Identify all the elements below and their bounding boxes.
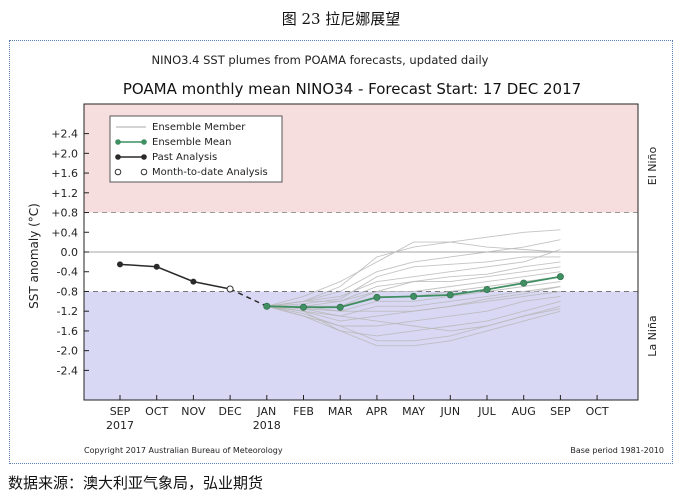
x-tick-label: MAR	[328, 405, 353, 418]
legend-mean-label: Ensemble Mean	[152, 137, 231, 148]
legend-past-marker-right	[141, 154, 147, 160]
la-nina-band	[84, 291, 638, 400]
y-tick-label: +2.0	[51, 147, 78, 160]
y-tick-label: -2.0	[57, 345, 78, 358]
legend-mean-marker-left	[115, 139, 121, 145]
analysis-lines	[117, 261, 564, 311]
past-analysis-line	[119, 263, 231, 290]
x-tick-label: OCT	[145, 405, 168, 418]
past-analysis-point	[153, 263, 160, 270]
legend-mean-marker-right	[141, 139, 147, 145]
ensemble-member-line	[266, 261, 561, 307]
ensemble-mean-point	[410, 292, 418, 300]
footer-copyright: Copyright 2017 Australian Bureau of Mete…	[84, 446, 283, 455]
source-note: 数据来源：澳大利亚气象局，弘业期货	[8, 474, 264, 492]
month-to-date-point	[226, 285, 234, 293]
ensemble-member-line	[266, 229, 561, 307]
y-tick-label: 0.0	[61, 246, 79, 259]
ensemble-member-line	[266, 239, 561, 307]
legend-past-label: Past Analysis	[152, 152, 217, 163]
x-tick-label: FEB	[293, 405, 314, 418]
x-tick-label: NOV	[181, 405, 206, 418]
x-tick-label: APR	[366, 405, 388, 418]
x-tick-label: AUG	[512, 405, 536, 418]
chart-frame	[9, 40, 673, 464]
ensemble-mean-point	[373, 293, 381, 301]
ensemble-mean-point	[263, 302, 271, 310]
x-tick-label: OCT	[586, 405, 609, 418]
past-analysis-point	[117, 261, 123, 268]
ensemble-mean-point	[520, 279, 528, 287]
ensemble-mean-point	[483, 285, 491, 293]
y-tick-label: +2.4	[51, 128, 78, 141]
footer-base-period: Base period 1981-2010	[570, 446, 664, 455]
ensemble-member-line	[266, 286, 561, 317]
legend-mtd-label: Month-to-date Analysis	[152, 167, 268, 178]
x-tick-label: JAN	[256, 405, 276, 418]
y-tick-label: -0.8	[57, 285, 78, 298]
y-tick-label: -2.4	[57, 364, 78, 377]
y-tick-label: +0.8	[51, 207, 78, 220]
ensemble-member-line	[266, 305, 561, 347]
x-tick-label: SEP	[110, 405, 131, 418]
past-analysis-point	[190, 278, 197, 285]
legend-member-label: Ensemble Member	[152, 122, 246, 133]
ensemble-member-line	[266, 305, 561, 332]
el-nino-label: El Niño	[646, 146, 659, 185]
legend: Ensemble Member Ensemble Mean Past Analy…	[109, 115, 283, 183]
ensemble-member-line	[266, 249, 561, 307]
y-tick-label: -1.6	[57, 325, 78, 338]
chart-title: POAMA monthly mean NINO34 - Forecast Sta…	[123, 80, 581, 98]
legend-mtd-marker-left	[114, 168, 122, 176]
y-tick-label: -0.4	[57, 266, 78, 279]
x-tick-label: DEC	[219, 405, 242, 418]
x-year-label: 2018	[253, 419, 281, 432]
y-tick-label: +1.2	[51, 187, 78, 200]
y-tick-label: +0.4	[51, 226, 78, 239]
legend-mtd-marker-right	[140, 168, 148, 176]
ensemble-mean-point	[299, 303, 307, 311]
y-axis-label: SST anomaly (°C)	[27, 203, 41, 309]
x-tick-label: JUL	[477, 405, 496, 418]
y-tick-label: -1.2	[57, 305, 78, 318]
ensemble-member-line	[266, 256, 561, 307]
ensemble-member-line	[266, 300, 561, 337]
chart-subtitle: NINO3.4 SST plumes from POAMA forecasts,…	[152, 53, 489, 67]
ensemble-mean-point	[336, 303, 344, 311]
ensemble-mean-point	[446, 291, 454, 299]
axes: +2.4 +2.0 +1.6 +1.2 +0.8 +0.4 0.0 -0.4 -0.8 -1.2 -…	[51, 103, 639, 432]
legend-past-marker-left	[115, 154, 121, 160]
figure-caption: 图 23 拉尼娜展望	[281, 10, 401, 28]
x-tick-label: SEP	[550, 405, 571, 418]
forecast-connector-line	[229, 288, 268, 307]
y-tick-label: +1.6	[51, 167, 78, 180]
ensemble-member-line	[266, 281, 561, 312]
x-year-label: 2017	[106, 419, 134, 432]
la-nina-label: La Niña	[646, 315, 659, 356]
x-tick-label: JUN	[440, 405, 461, 418]
plot-area	[84, 212, 638, 292]
x-tick-label: MAY	[402, 405, 425, 418]
ensemble-mean-point	[556, 273, 564, 281]
